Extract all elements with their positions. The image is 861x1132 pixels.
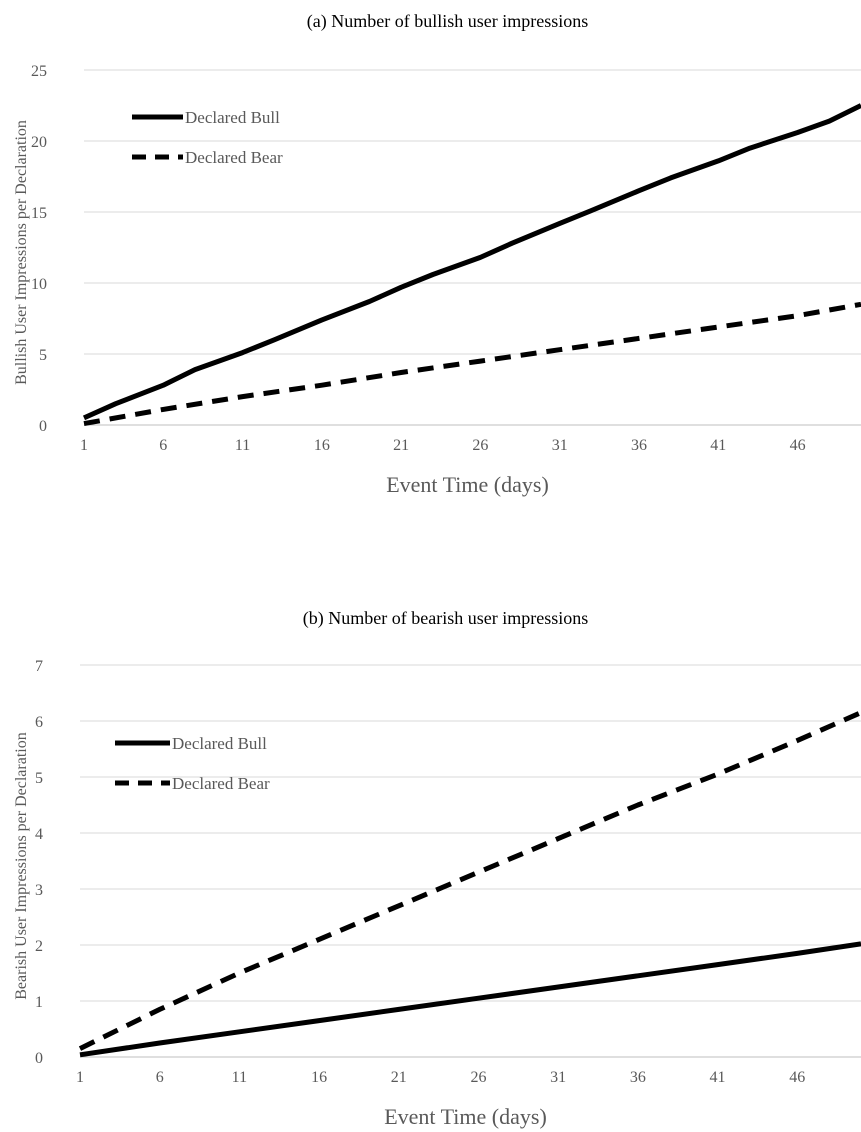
- series-line-declared-bear: [83, 301, 861, 427]
- legend-label: Declared Bull: [185, 108, 280, 127]
- series-line-declared-bull: [79, 941, 861, 1058]
- x-tick-label: 46: [790, 437, 806, 454]
- chart-title: (a) Number of bullish user impressions: [307, 11, 588, 32]
- x-axis-label: Event Time (days): [386, 472, 549, 497]
- y-tick-label: 25: [31, 63, 47, 80]
- y-axis-label: Bearish User Impressions per Declaration: [13, 732, 30, 999]
- legend: Declared Bull Declared Bear: [115, 734, 270, 793]
- legend-label: Declared Bear: [172, 774, 270, 793]
- y-tick-label: 1: [35, 994, 43, 1011]
- legend: Declared Bull Declared Bear: [132, 108, 283, 167]
- x-tick-label: 41: [710, 1069, 726, 1086]
- y-tick-label: 4: [35, 826, 43, 843]
- x-axis-label: Event Time (days): [384, 1104, 547, 1129]
- x-tick-label: 1: [80, 437, 88, 454]
- x-tick-label: 36: [631, 437, 647, 454]
- chart-title: (b) Number of bearish user impressions: [303, 608, 588, 629]
- x-tick-label: 1: [76, 1069, 84, 1086]
- y-tick-label: 20: [31, 134, 47, 151]
- x-tick-label: 26: [470, 1069, 486, 1086]
- y-tick-label: 15: [31, 205, 47, 222]
- x-tick-label: 21: [393, 437, 409, 454]
- y-axis-label: Bullish User Impressions per Declaration: [13, 120, 30, 385]
- x-tick-label: 16: [311, 1069, 327, 1086]
- chart-0: (a) Number of bullish user impressions 0 5…: [13, 11, 861, 497]
- x-tick-label: 31: [552, 437, 568, 454]
- y-tick-label: 2: [35, 938, 43, 955]
- series-line-declared-bull: [82, 103, 861, 421]
- x-tick-label: 31: [550, 1069, 566, 1086]
- x-tick-label: 36: [630, 1069, 646, 1086]
- x-tick-label: 6: [159, 437, 167, 454]
- x-tick-label: 11: [232, 1069, 247, 1086]
- legend-label: Declared Bull: [172, 734, 267, 753]
- x-tick-label: 11: [235, 437, 250, 454]
- x-tick-label: 16: [314, 437, 330, 454]
- x-tick-label: 6: [156, 1069, 164, 1086]
- y-tick-label: 6: [35, 714, 43, 731]
- x-tick-label: 41: [710, 437, 726, 454]
- x-tick-label: 21: [391, 1069, 407, 1086]
- x-tick-label: 26: [472, 437, 488, 454]
- x-tick-label: 46: [789, 1069, 805, 1086]
- y-tick-label: 3: [35, 882, 43, 899]
- legend-label: Declared Bear: [185, 148, 283, 167]
- chart-1: (b) Number of bearish user impressions 0 1…: [13, 608, 861, 1129]
- y-tick-label: 10: [31, 276, 47, 293]
- y-tick-label: 7: [35, 658, 43, 675]
- y-tick-label: 0: [39, 418, 47, 435]
- y-tick-label: 0: [35, 1050, 43, 1067]
- y-tick-label: 5: [39, 347, 47, 364]
- y-tick-label: 5: [35, 770, 43, 787]
